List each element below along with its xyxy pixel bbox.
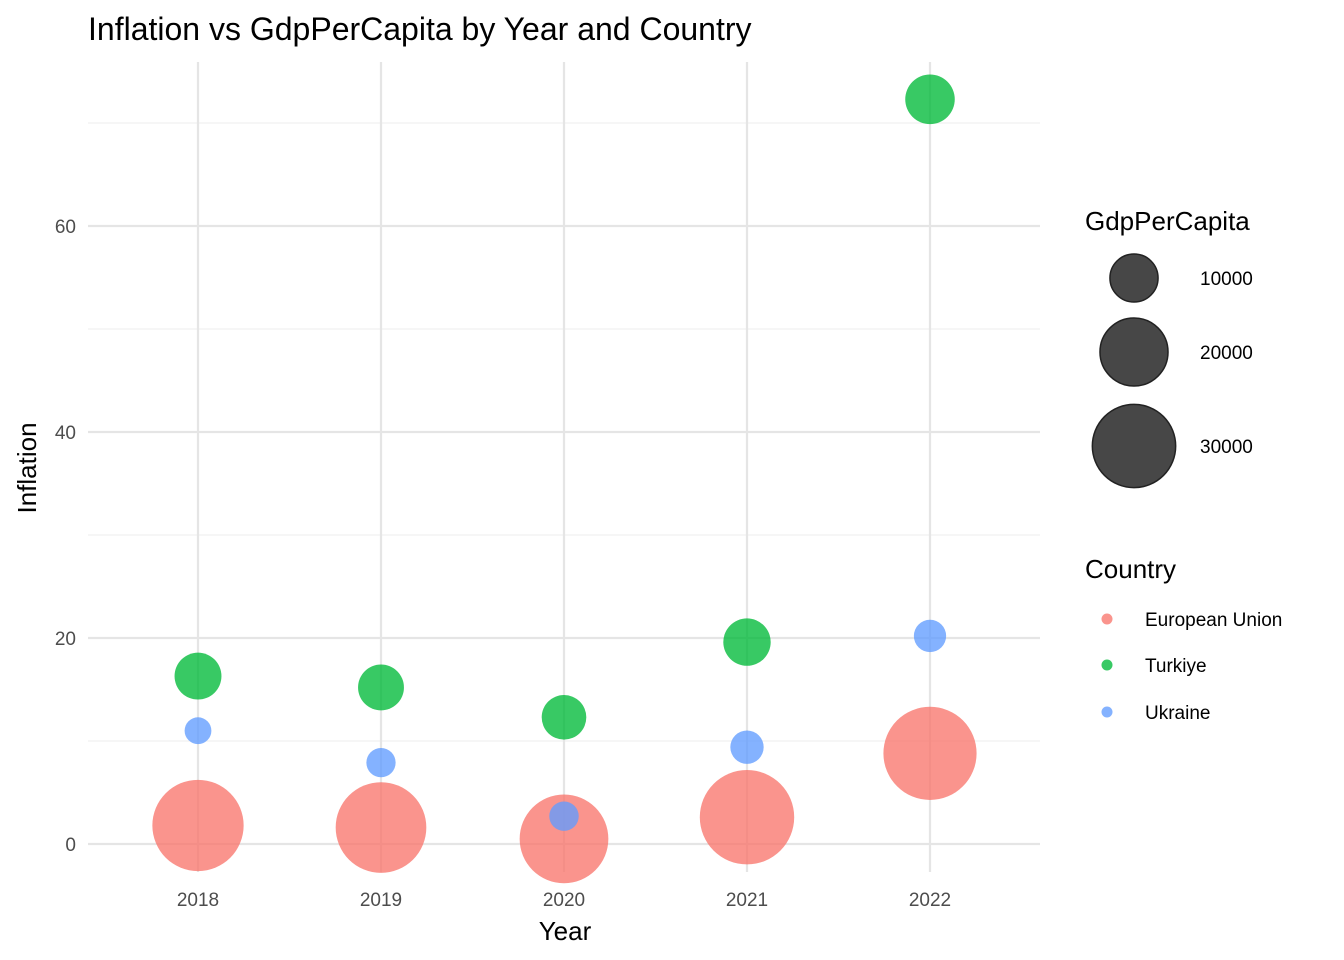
- y-axis-ticks: 0 20 40 60: [55, 217, 76, 856]
- y-tick-label: 40: [55, 423, 76, 444]
- data-points: [152, 74, 977, 884]
- x-tick-label: 2019: [360, 890, 402, 911]
- y-tick-label: 0: [65, 835, 76, 856]
- x-axis-title: Year: [539, 916, 592, 946]
- bubble-ukraine: [549, 801, 579, 831]
- x-axis-ticks: 2018 2019 2020 2021 2022: [177, 890, 951, 911]
- color-legend-label: Ukraine: [1145, 703, 1210, 724]
- bubble-turkiye: [541, 695, 587, 740]
- size-legend-label: 20000: [1200, 343, 1253, 364]
- bubble-european-union: [699, 770, 795, 865]
- size-legend-label: 10000: [1200, 269, 1253, 290]
- y-tick-label: 20: [55, 629, 76, 650]
- chart-title: Inflation vs GdpPerCapita by Year and Co…: [88, 11, 752, 47]
- color-legend: Country European Union Turkiye Ukraine: [1085, 554, 1282, 724]
- size-legend-key: [1091, 403, 1177, 489]
- x-tick-label: 2020: [543, 890, 585, 911]
- size-legend-key: [1099, 317, 1169, 387]
- bubble-turkiye: [358, 664, 404, 711]
- color-legend-label: Turkiye: [1145, 656, 1207, 677]
- bubble-turkiye: [174, 652, 222, 700]
- bubble-ukraine: [730, 730, 764, 764]
- bubble-ukraine: [366, 747, 396, 778]
- size-legend-label: 30000: [1200, 437, 1253, 458]
- size-legend-title: GdpPerCapita: [1085, 206, 1250, 236]
- x-tick-label: 2022: [909, 890, 951, 911]
- y-tick-label: 60: [55, 217, 76, 238]
- bubble-turkiye: [723, 618, 771, 666]
- color-legend-key: [1101, 659, 1113, 671]
- bubble-european-union: [335, 782, 427, 873]
- bubble-european-union: [519, 794, 609, 884]
- x-tick-label: 2018: [177, 890, 219, 911]
- bubble-european-union: [152, 779, 244, 872]
- size-legend-key: [1109, 253, 1159, 303]
- color-legend-key: [1101, 613, 1113, 625]
- y-axis-title: Inflation: [12, 422, 42, 513]
- bubble-european-union: [883, 706, 977, 800]
- bubble-turkiye: [905, 74, 955, 125]
- x-tick-label: 2021: [726, 890, 768, 911]
- color-legend-label: European Union: [1145, 610, 1282, 631]
- size-legend: GdpPerCapita 10000 20000 30000: [1085, 206, 1253, 489]
- color-legend-title: Country: [1085, 554, 1176, 584]
- bubble-ukraine: [184, 717, 212, 745]
- bubble-ukraine: [913, 619, 947, 653]
- color-legend-key: [1101, 706, 1113, 718]
